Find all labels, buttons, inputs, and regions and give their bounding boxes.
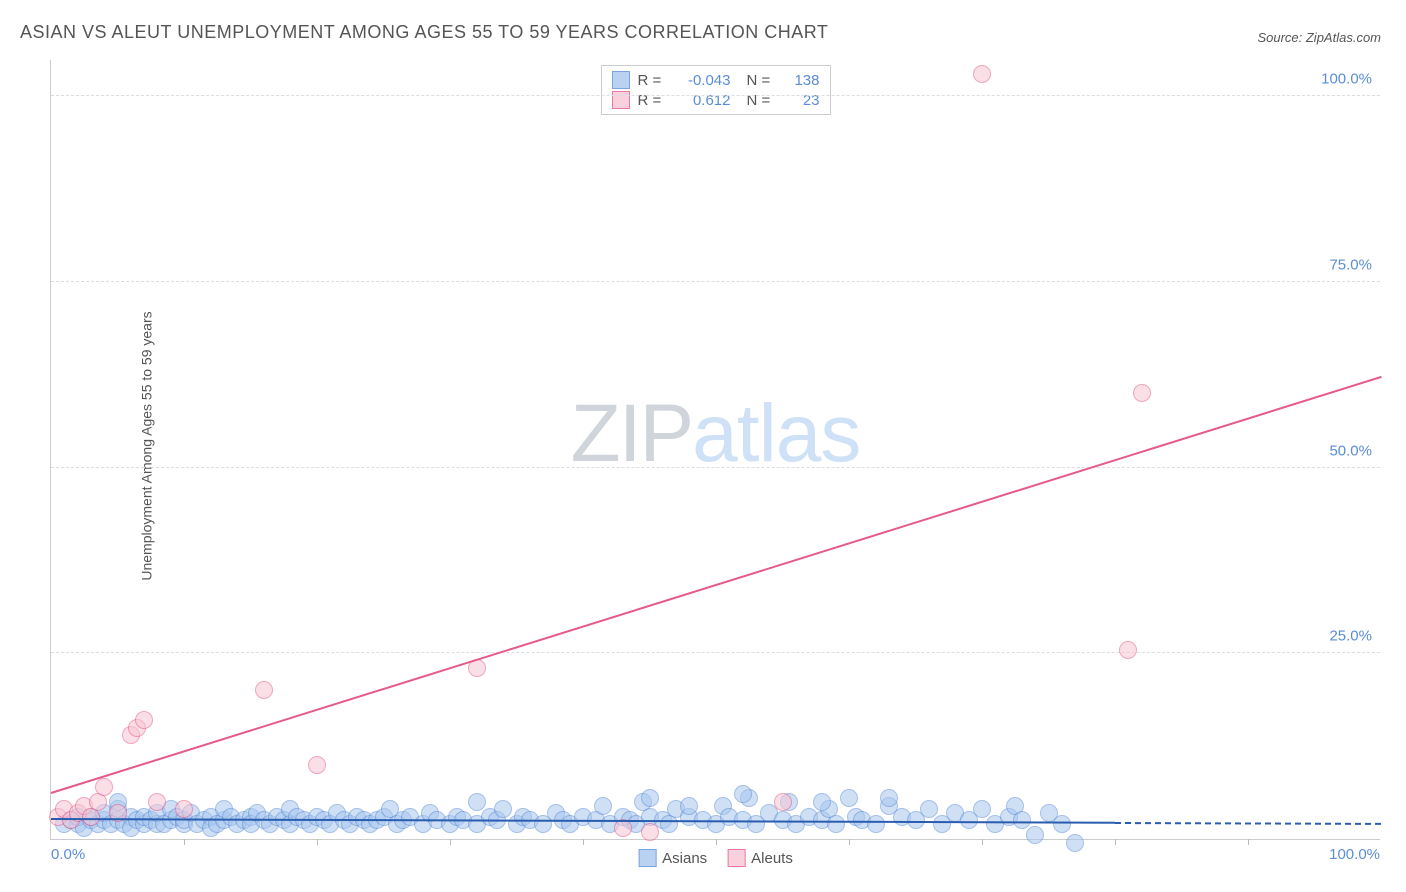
gridline-h <box>51 467 1380 468</box>
data-point <box>494 800 512 818</box>
chart-plot-area: ZIPatlas R = -0.043 N = 138R = 0.612 N = 23 0.… <box>50 60 1380 840</box>
data-point <box>827 815 845 833</box>
data-point <box>594 797 612 815</box>
r-label: R = <box>638 72 668 89</box>
legend-item: Asians <box>638 849 707 867</box>
data-point <box>1026 826 1044 844</box>
r-value: -0.043 <box>676 72 731 89</box>
r-label: R = <box>638 92 668 109</box>
x-minor-tick <box>1248 839 1249 845</box>
y-tick-label: 100.0% <box>1321 71 1372 88</box>
data-point <box>175 800 193 818</box>
data-point <box>95 778 113 796</box>
x-minor-tick <box>184 839 185 845</box>
data-point <box>255 681 273 699</box>
data-point <box>1053 815 1071 833</box>
stats-legend: R = -0.043 N = 138 R = 0.612 N = 23 <box>601 65 831 115</box>
data-point <box>867 815 885 833</box>
data-point <box>774 793 792 811</box>
x-tick-end: 100.0% <box>1329 846 1380 863</box>
gridline-h <box>51 652 1380 653</box>
data-point <box>1133 384 1151 402</box>
y-tick-label: 75.0% <box>1329 256 1372 273</box>
watermark-atlas: atlas <box>692 388 860 479</box>
chart-title: ASIAN VS ALEUT UNEMPLOYMENT AMONG AGES 5… <box>20 22 828 43</box>
x-minor-tick <box>982 839 983 845</box>
stats-row: R = -0.043 N = 138 <box>612 70 820 90</box>
y-tick-label: 50.0% <box>1329 442 1372 459</box>
swatch-icon <box>612 91 630 109</box>
data-point <box>148 793 166 811</box>
y-tick-label: 25.0% <box>1329 628 1372 645</box>
n-label: N = <box>747 92 777 109</box>
data-point <box>840 789 858 807</box>
n-label: N = <box>747 72 777 89</box>
data-point <box>813 793 831 811</box>
swatch-icon <box>727 849 745 867</box>
data-point <box>680 797 698 815</box>
x-minor-tick <box>849 839 850 845</box>
data-point <box>880 789 898 807</box>
data-point <box>973 65 991 83</box>
series-legend: Asians Aleuts <box>638 849 793 867</box>
x-tick-start: 0.0% <box>51 846 85 863</box>
trend-line <box>51 376 1382 794</box>
x-minor-tick <box>317 839 318 845</box>
data-point <box>308 756 326 774</box>
data-point <box>641 789 659 807</box>
swatch-icon <box>612 71 630 89</box>
swatch-icon <box>638 849 656 867</box>
data-point <box>973 800 991 818</box>
legend-label: Aleuts <box>751 850 793 867</box>
data-point <box>920 800 938 818</box>
watermark-zip: ZIP <box>571 388 693 479</box>
data-point <box>641 823 659 841</box>
n-value: 23 <box>785 92 820 109</box>
x-minor-tick <box>716 839 717 845</box>
legend-label: Asians <box>662 850 707 867</box>
n-value: 138 <box>785 72 820 89</box>
gridline-h <box>51 95 1380 96</box>
data-point <box>135 711 153 729</box>
stats-row: R = 0.612 N = 23 <box>612 90 820 110</box>
gridline-h <box>51 281 1380 282</box>
x-minor-tick <box>583 839 584 845</box>
data-point <box>1119 641 1137 659</box>
trend-line-dash <box>1115 822 1381 825</box>
x-minor-tick <box>450 839 451 845</box>
r-value: 0.612 <box>676 92 731 109</box>
legend-item: Aleuts <box>727 849 793 867</box>
x-minor-tick <box>1115 839 1116 845</box>
data-point <box>734 785 752 803</box>
data-point <box>468 793 486 811</box>
data-point <box>1066 834 1084 852</box>
source-label: Source: ZipAtlas.com <box>1257 30 1381 45</box>
